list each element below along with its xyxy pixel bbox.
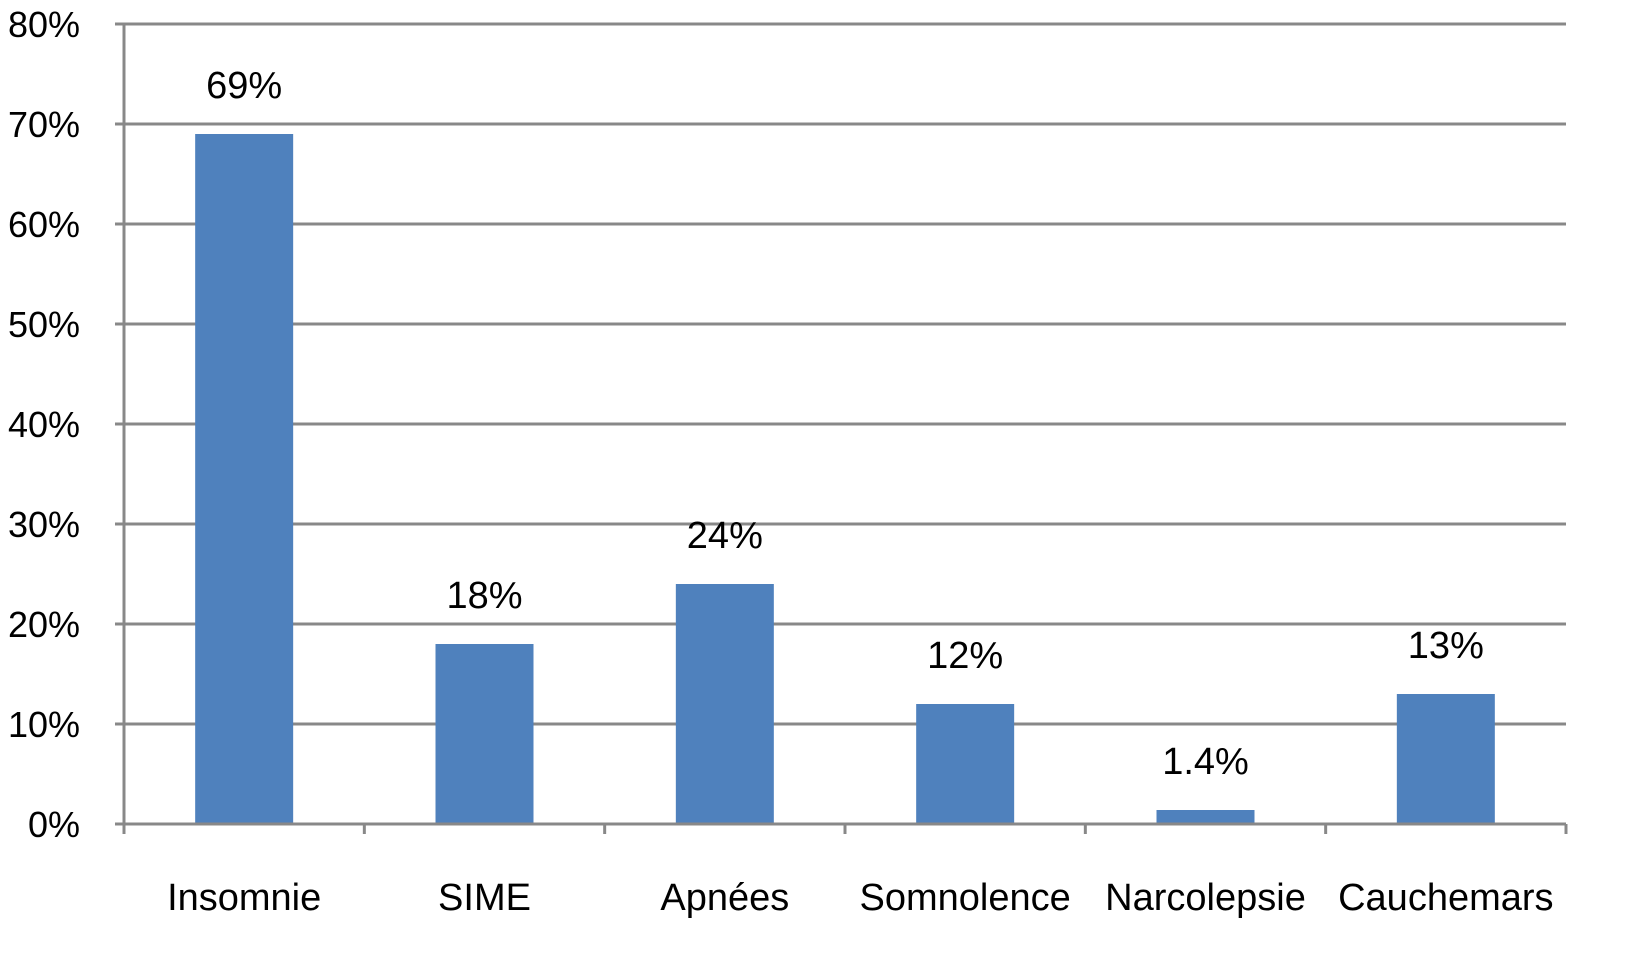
x-category-label: Insomnie [167,877,321,919]
bar [675,584,774,824]
bar [195,134,294,824]
bar [916,704,1015,824]
data-label: 69% [206,65,282,107]
data-label: 18% [446,575,522,617]
y-tick-label: 70% [8,104,80,145]
x-category-label: Apnées [660,877,789,919]
bar [1396,694,1495,824]
y-tick-label: 30% [8,504,80,545]
data-label: 12% [927,635,1003,677]
x-category-label: Narcolepsie [1105,877,1306,919]
bars [195,134,1495,824]
data-label: 24% [687,515,763,557]
y-tick-label: 40% [8,404,80,445]
labels: 0% 10% 20% 30% 40% 50% 60% 70% 80% 69% Insomnie 18%… [8,4,1554,919]
bar [435,644,534,824]
x-category-label: Somnolence [860,877,1071,919]
data-label: 13% [1408,625,1484,667]
gridlines [124,22,1566,726]
y-tick-label: 10% [8,704,80,745]
y-tick-label: 20% [8,604,80,645]
axes [115,22,1568,834]
bar [1156,810,1255,824]
data-label: 1.4% [1162,741,1249,783]
x-category-label: SIME [438,877,531,919]
y-tick-label: 0% [28,804,80,845]
y-tick-label: 50% [8,304,80,345]
y-tick-label: 60% [8,204,80,245]
x-category-label: Cauchemars [1338,877,1553,919]
y-tick-label: 80% [8,4,80,45]
